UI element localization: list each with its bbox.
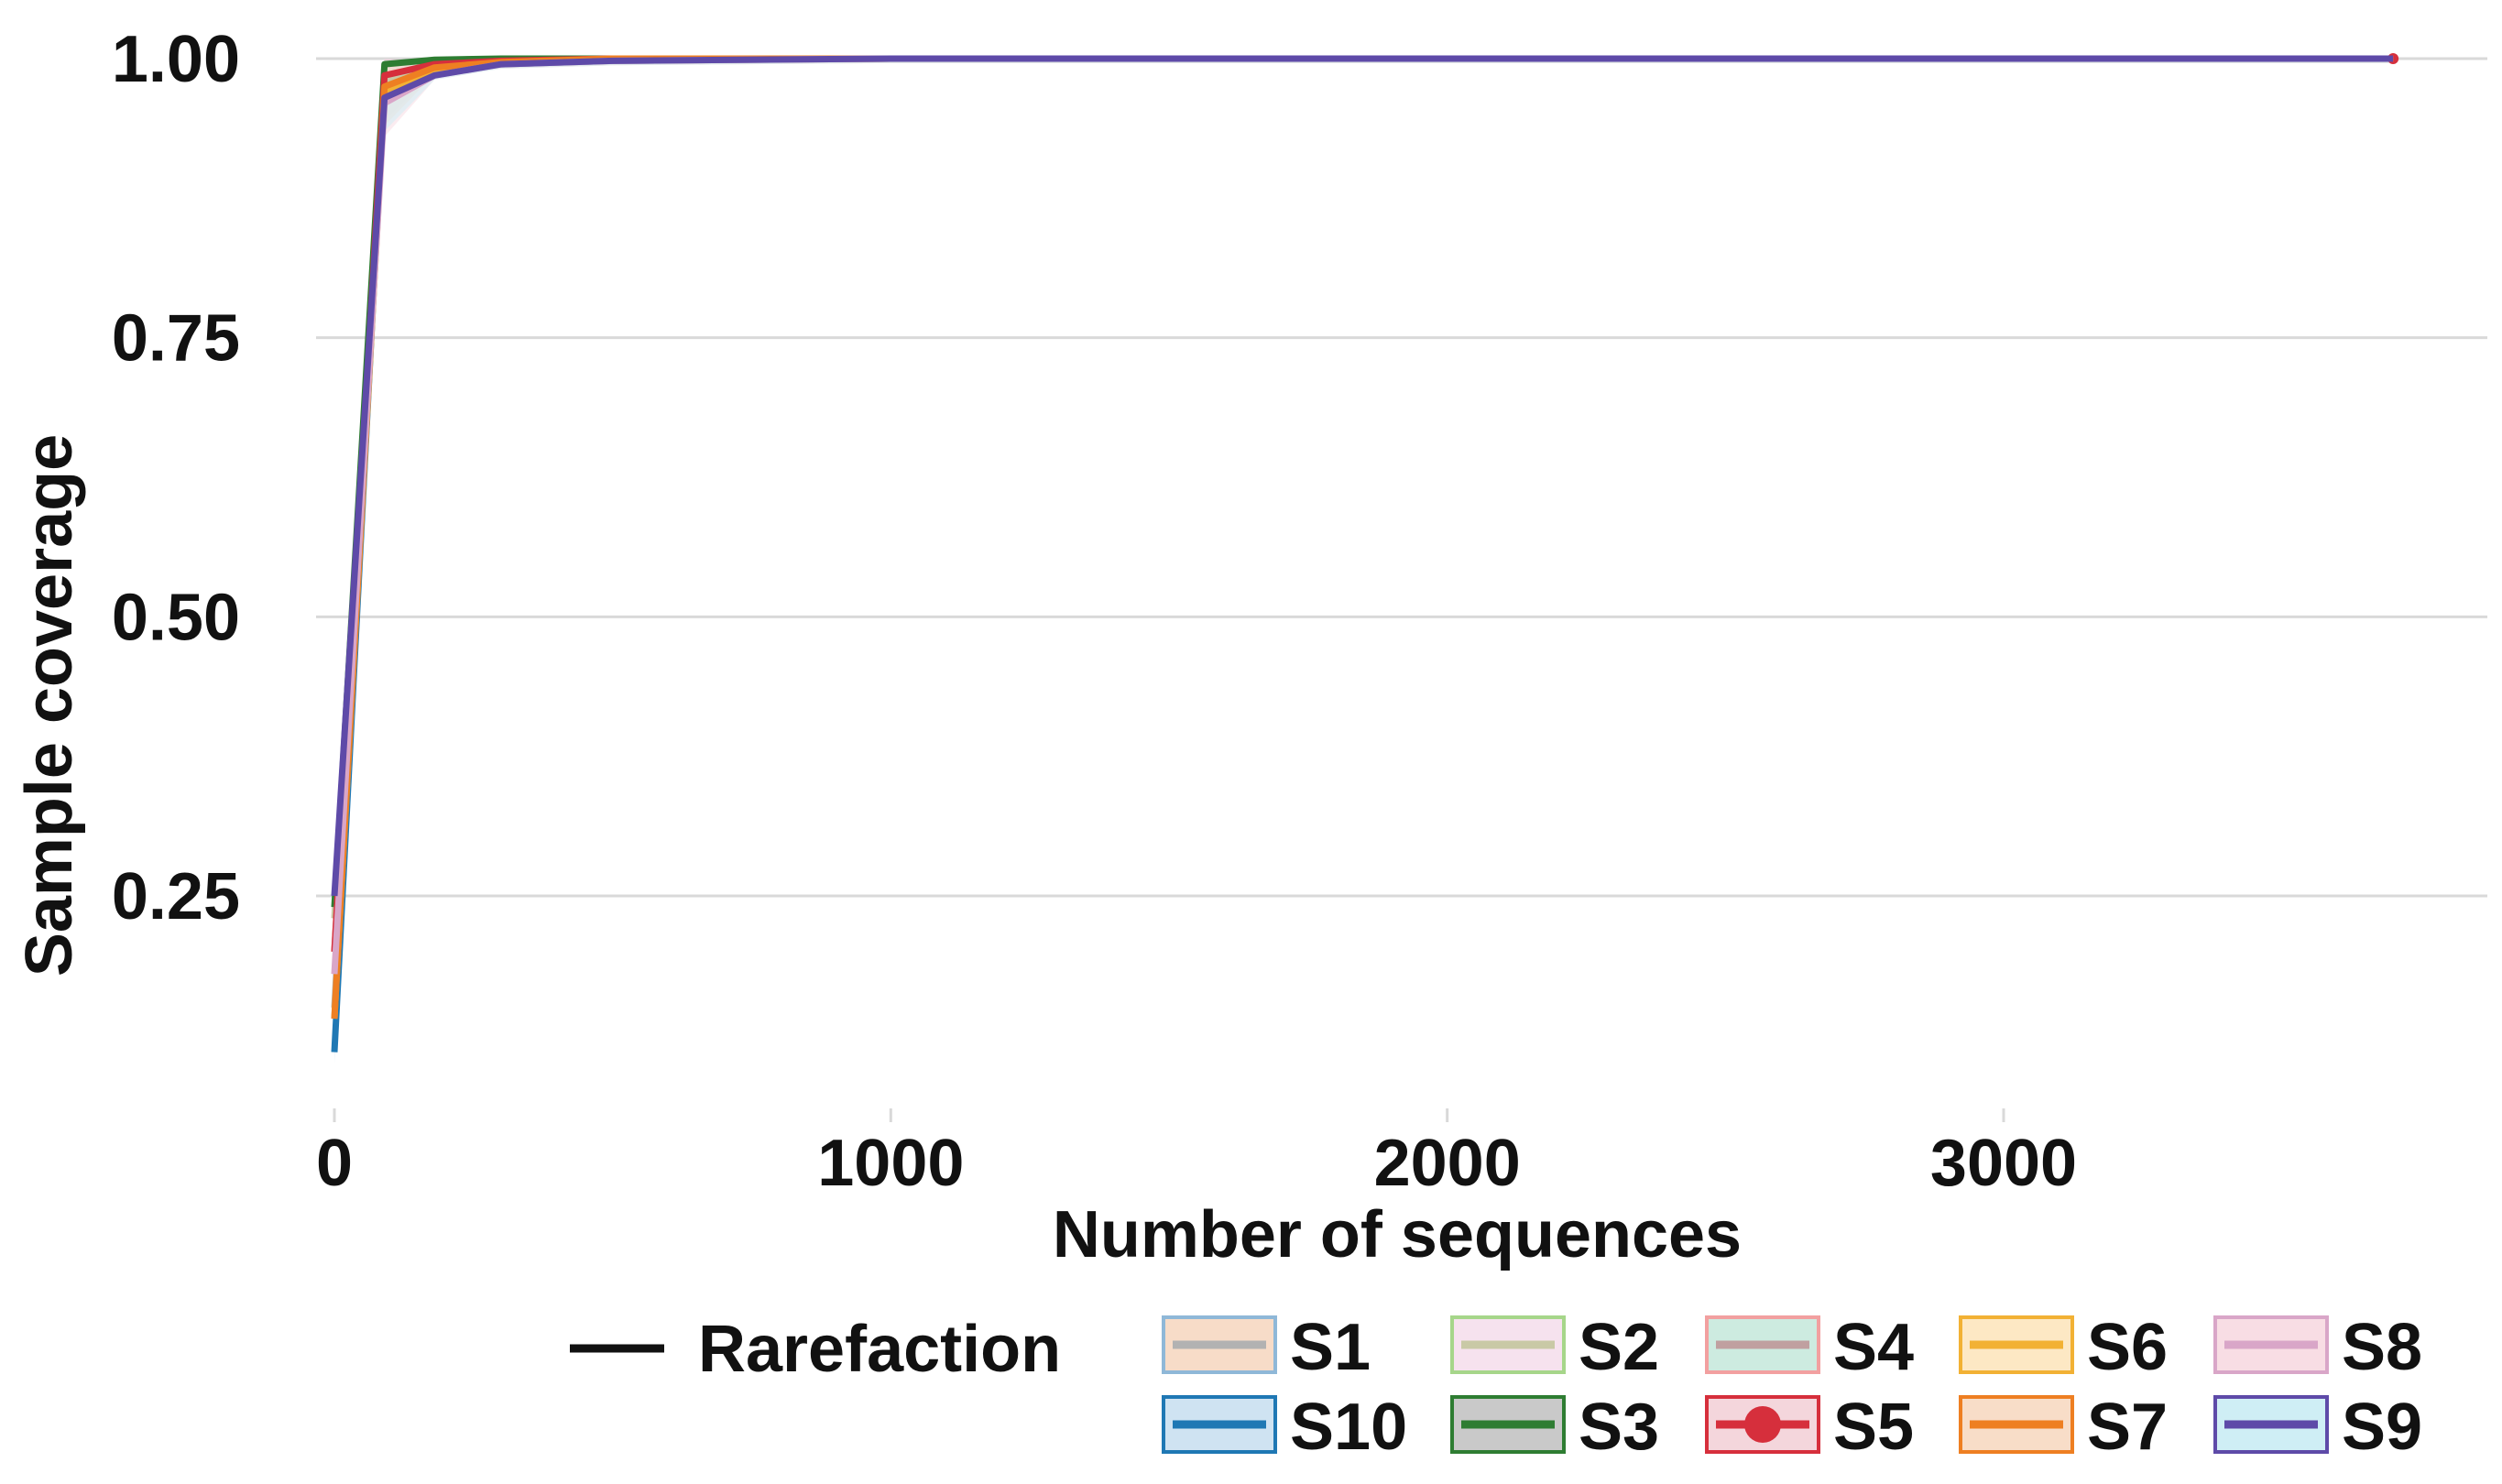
x-tick-label: 2000 <box>1374 1127 1521 1200</box>
series-line-s9 <box>331 55 2394 897</box>
band-s10 <box>334 59 2394 1064</box>
legend-item-s5: S5 <box>1705 1391 1914 1464</box>
series-line-s6 <box>331 55 2394 1020</box>
series-line-s3 <box>331 55 2394 908</box>
legend-label: S10 <box>1290 1391 1407 1464</box>
band-s3 <box>334 59 2394 941</box>
series-line-s4 <box>331 55 2394 953</box>
series-lines <box>331 53 2399 1053</box>
legend-label: S1 <box>1290 1311 1371 1384</box>
series-line-s7 <box>331 55 2394 1020</box>
legend-item-s4: S4 <box>1705 1311 1914 1384</box>
x-axis-title: Number of sequences <box>1053 1198 1742 1271</box>
x-tick-label: 1000 <box>817 1127 964 1200</box>
legend-rarefaction-label: Rarefaction <box>698 1313 1061 1386</box>
series-line-s8 <box>331 55 2394 975</box>
x-tick-label: 3000 <box>1930 1127 2077 1200</box>
band-s4 <box>334 59 2394 986</box>
band-s9 <box>334 59 2394 930</box>
legend-label: S2 <box>1579 1311 1659 1384</box>
legend-item-s3: S3 <box>1450 1391 1659 1464</box>
legend-item-s9: S9 <box>2213 1391 2422 1464</box>
y-tick-label: 0.75 <box>112 302 240 376</box>
legend-label: S8 <box>2342 1311 2422 1384</box>
legend-item-s7: S7 <box>1959 1391 2168 1464</box>
grid-layer <box>316 57 2487 1122</box>
legend-key-marker <box>1744 1406 1781 1443</box>
legend-item-s2: S2 <box>1450 1311 1659 1384</box>
series-line-s10 <box>331 55 2394 1053</box>
legend-label: S5 <box>1833 1391 1914 1464</box>
band-s2 <box>334 59 2394 952</box>
band-s5 <box>334 59 2394 986</box>
legend-label: S9 <box>2342 1391 2422 1464</box>
series-line-s1 <box>331 55 2394 1009</box>
legend-item-s8: S8 <box>2213 1311 2422 1384</box>
band-s8 <box>334 59 2394 1008</box>
y-tick-label: 1.00 <box>112 23 240 96</box>
x-tick-label: 0 <box>316 1127 353 1200</box>
legend-item-s10: S10 <box>1162 1391 1407 1464</box>
y-tick-label: 0.25 <box>112 860 240 933</box>
band-s1 <box>334 59 2394 1042</box>
legend-item-s6: S6 <box>1959 1311 2168 1384</box>
confidence-bands <box>334 59 2394 1064</box>
legend-label: S6 <box>2087 1311 2168 1384</box>
y-axis-title: Sample coverage <box>13 434 86 977</box>
legend-item-s1: S1 <box>1162 1311 1371 1384</box>
band-s7 <box>334 59 2394 1053</box>
legend-label: S7 <box>2087 1391 2168 1464</box>
band-s6 <box>334 59 2394 1053</box>
series-line-s2 <box>331 55 2394 919</box>
y-tick-label: 0.50 <box>112 581 240 654</box>
legend-label: S4 <box>1833 1311 1914 1384</box>
legend: Rarefaction S1 S2 S4 S6 S8 S10 S3 S5 S7 S9 <box>570 1311 2422 1464</box>
legend-label: S3 <box>1579 1391 1659 1464</box>
series-line-s5 <box>331 55 2394 953</box>
tick-labels: 0.25 0.50 0.75 1.00 0 1000 2000 3000 <box>112 23 2077 1200</box>
